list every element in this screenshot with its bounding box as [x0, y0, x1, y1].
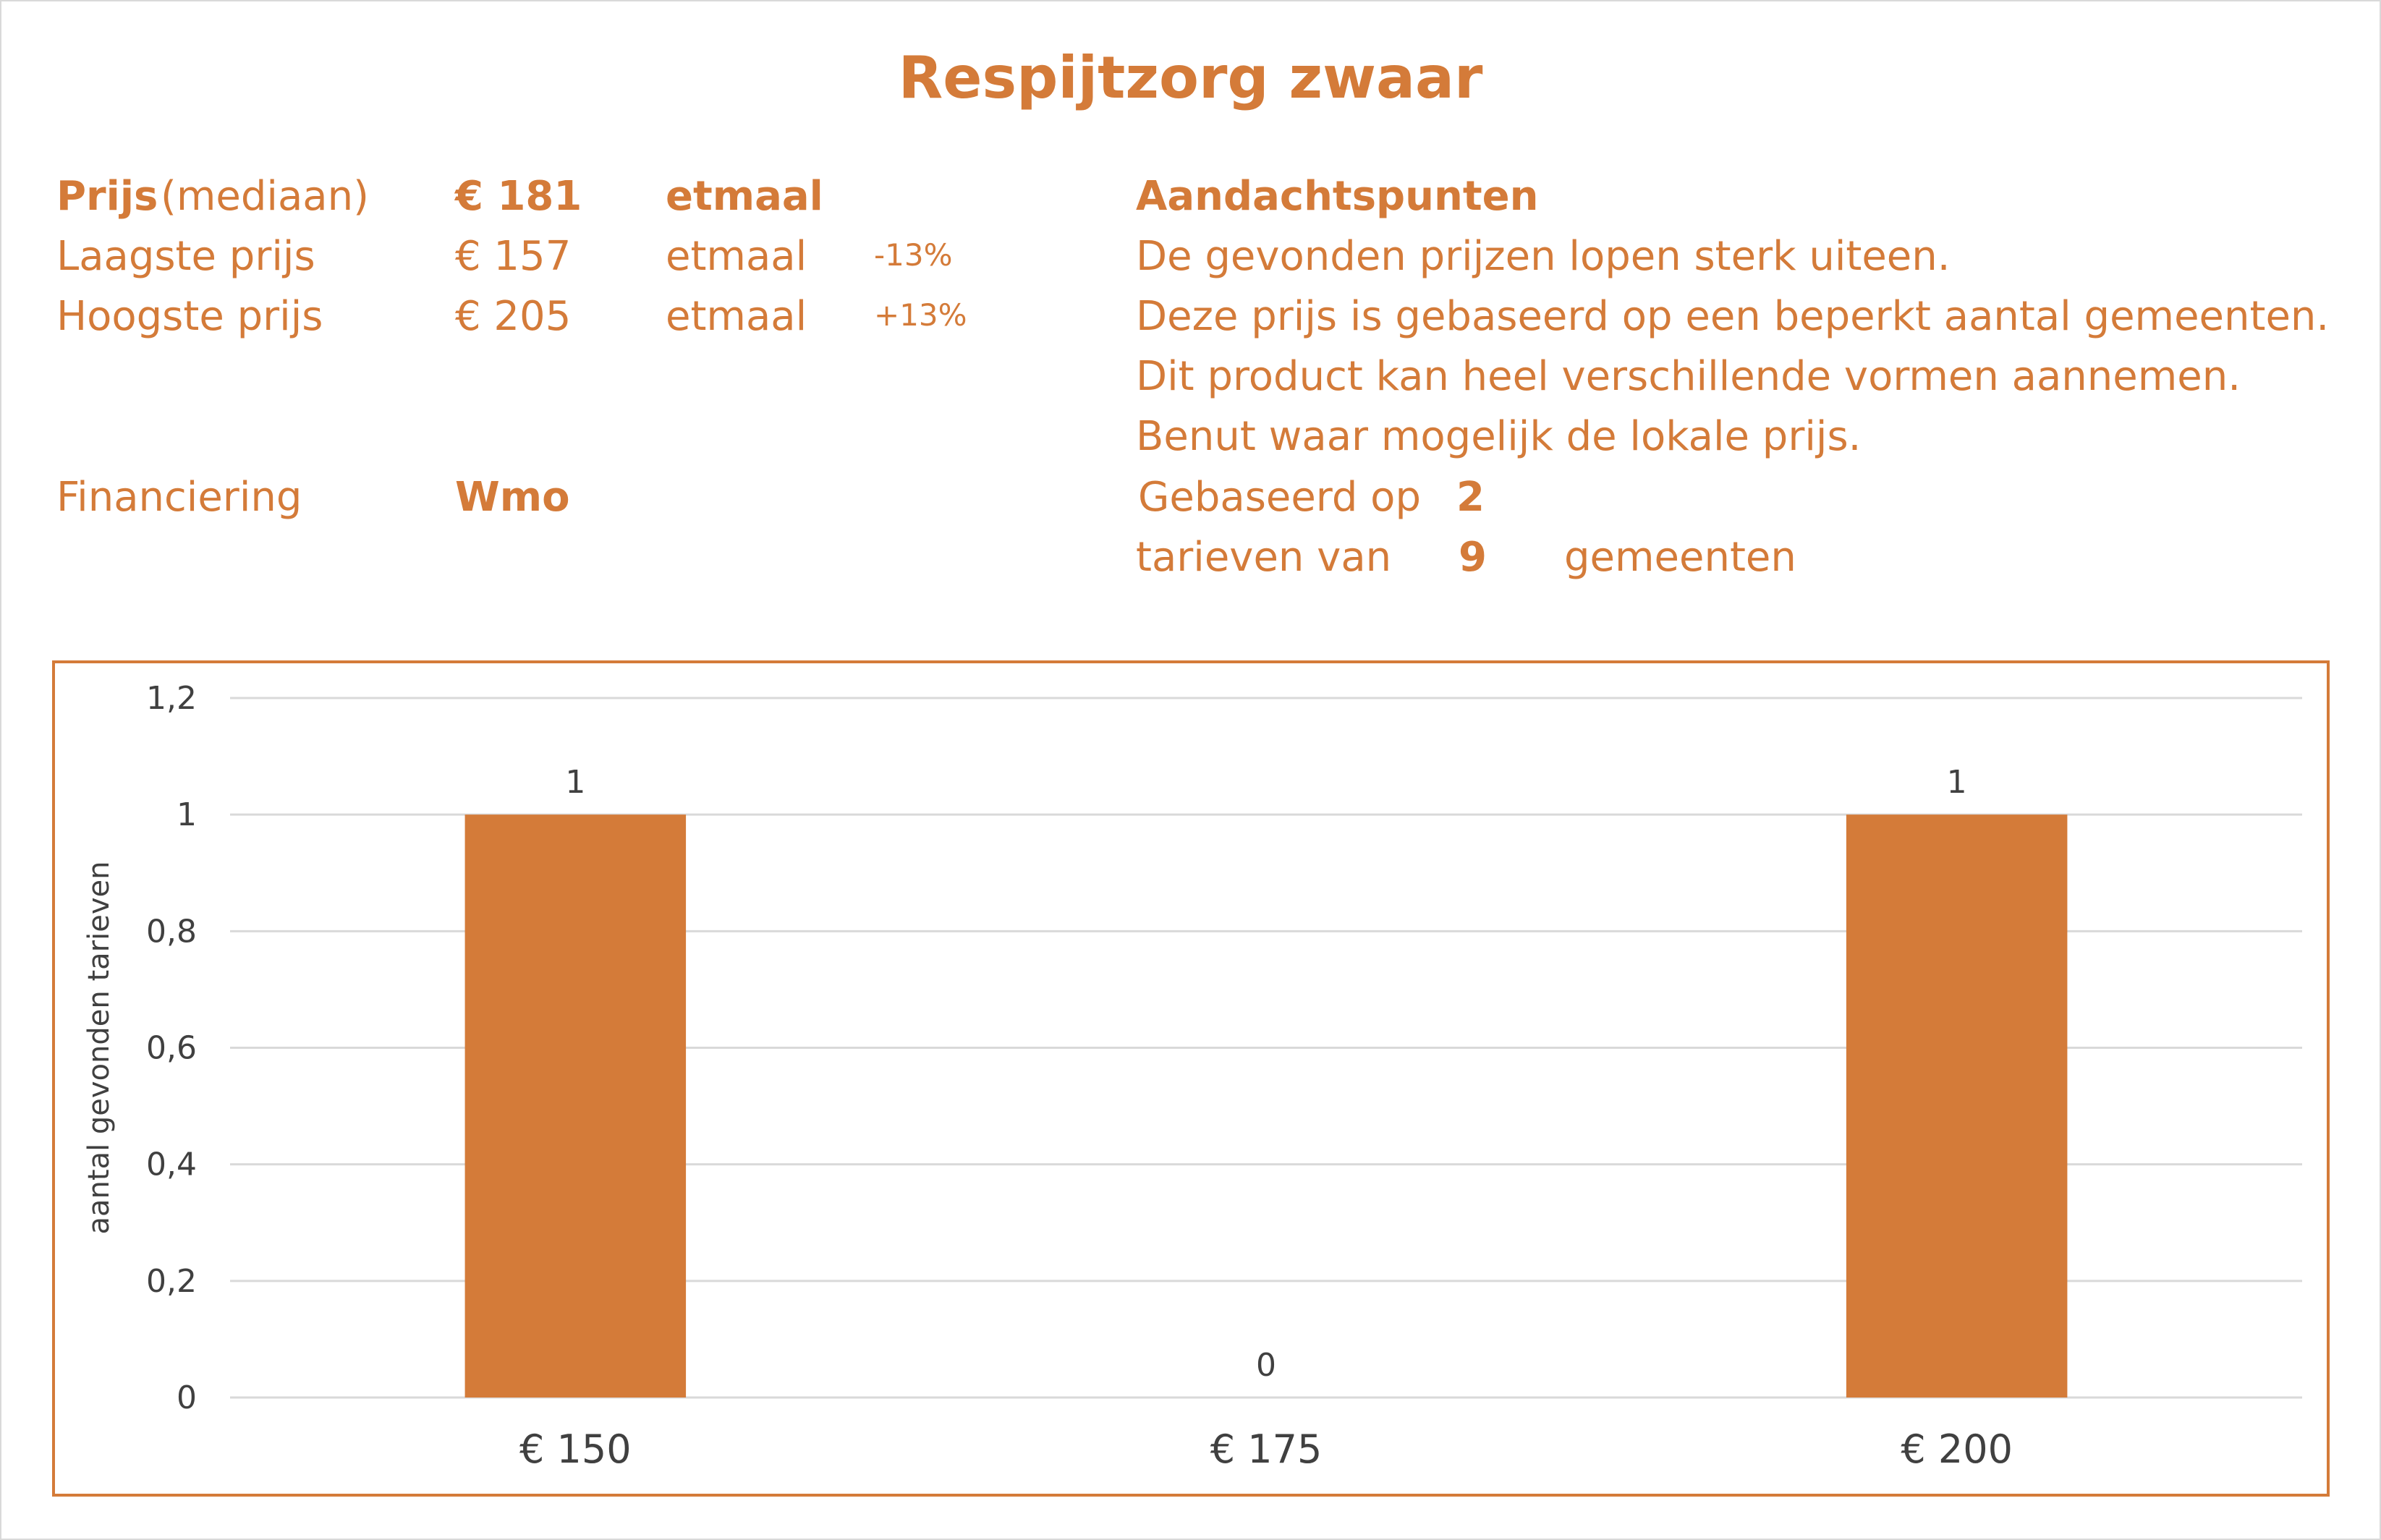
median-price-label-rest: (mediaan)	[161, 173, 369, 220]
note-line: Dit product kan heel verschillende vorme…	[1136, 353, 2241, 400]
note-line: Deze prijs is gebaseerd op een beperkt a…	[1136, 293, 2330, 340]
lowest-price-delta: -13%	[874, 237, 953, 273]
chart-container	[52, 660, 2330, 1497]
note-line: De gevonden prijzen lopen sterk uiteen.	[1136, 233, 1951, 280]
data-label: 1	[565, 764, 585, 801]
y-tick-label: 1	[177, 796, 197, 833]
highest-price-unit: etmaal	[666, 293, 807, 340]
y-tick-label: 0,6	[146, 1030, 197, 1067]
rates-value: 9	[1459, 534, 1487, 581]
lowest-price-unit: etmaal	[666, 233, 807, 280]
highest-price-delta: +13%	[874, 297, 967, 333]
based-on-label: Gebaseerd op	[1138, 474, 1421, 521]
x-tick-label: € 200	[1901, 1426, 2013, 1472]
y-tick-label: 0,4	[146, 1147, 197, 1183]
financing-value: Wmo	[455, 474, 570, 521]
lowest-price-value: € 157	[455, 233, 572, 280]
bar	[464, 814, 687, 1398]
median-price-value: € 181	[455, 173, 582, 220]
note-line: Benut waar mogelijk de lokale prijs.	[1136, 413, 1862, 460]
x-tick-label: € 175	[1210, 1426, 1323, 1472]
y-axis-title: aantal gevonden tarieven	[82, 862, 116, 1235]
rates-unit: gemeenten	[1564, 534, 1796, 581]
median-price-label-bold: Prijs	[56, 173, 158, 220]
bar	[1846, 814, 2068, 1398]
highest-price-value: € 205	[455, 293, 572, 340]
x-tick-label: € 150	[519, 1426, 632, 1472]
lowest-price-label: Laagste prijs	[56, 233, 315, 280]
page-title: Respijtzorg zwaar	[898, 44, 1483, 111]
y-tick-label: 0,8	[146, 913, 197, 950]
highest-price-label: Hoogste prijs	[56, 293, 323, 340]
y-tick-label: 0,2	[146, 1263, 197, 1300]
rates-label: tarieven van	[1136, 534, 1392, 581]
based-on-value: 2	[1456, 474, 1485, 521]
financing-label: Financiering	[56, 474, 302, 521]
notes-heading: Aandachtspunten	[1136, 173, 1539, 220]
data-label: 1	[1947, 764, 1967, 801]
median-price-unit: etmaal	[666, 173, 823, 220]
y-tick-label: 0	[177, 1379, 197, 1416]
data-label: 0	[1256, 1347, 1276, 1384]
y-tick-label: 1,2	[146, 680, 197, 717]
